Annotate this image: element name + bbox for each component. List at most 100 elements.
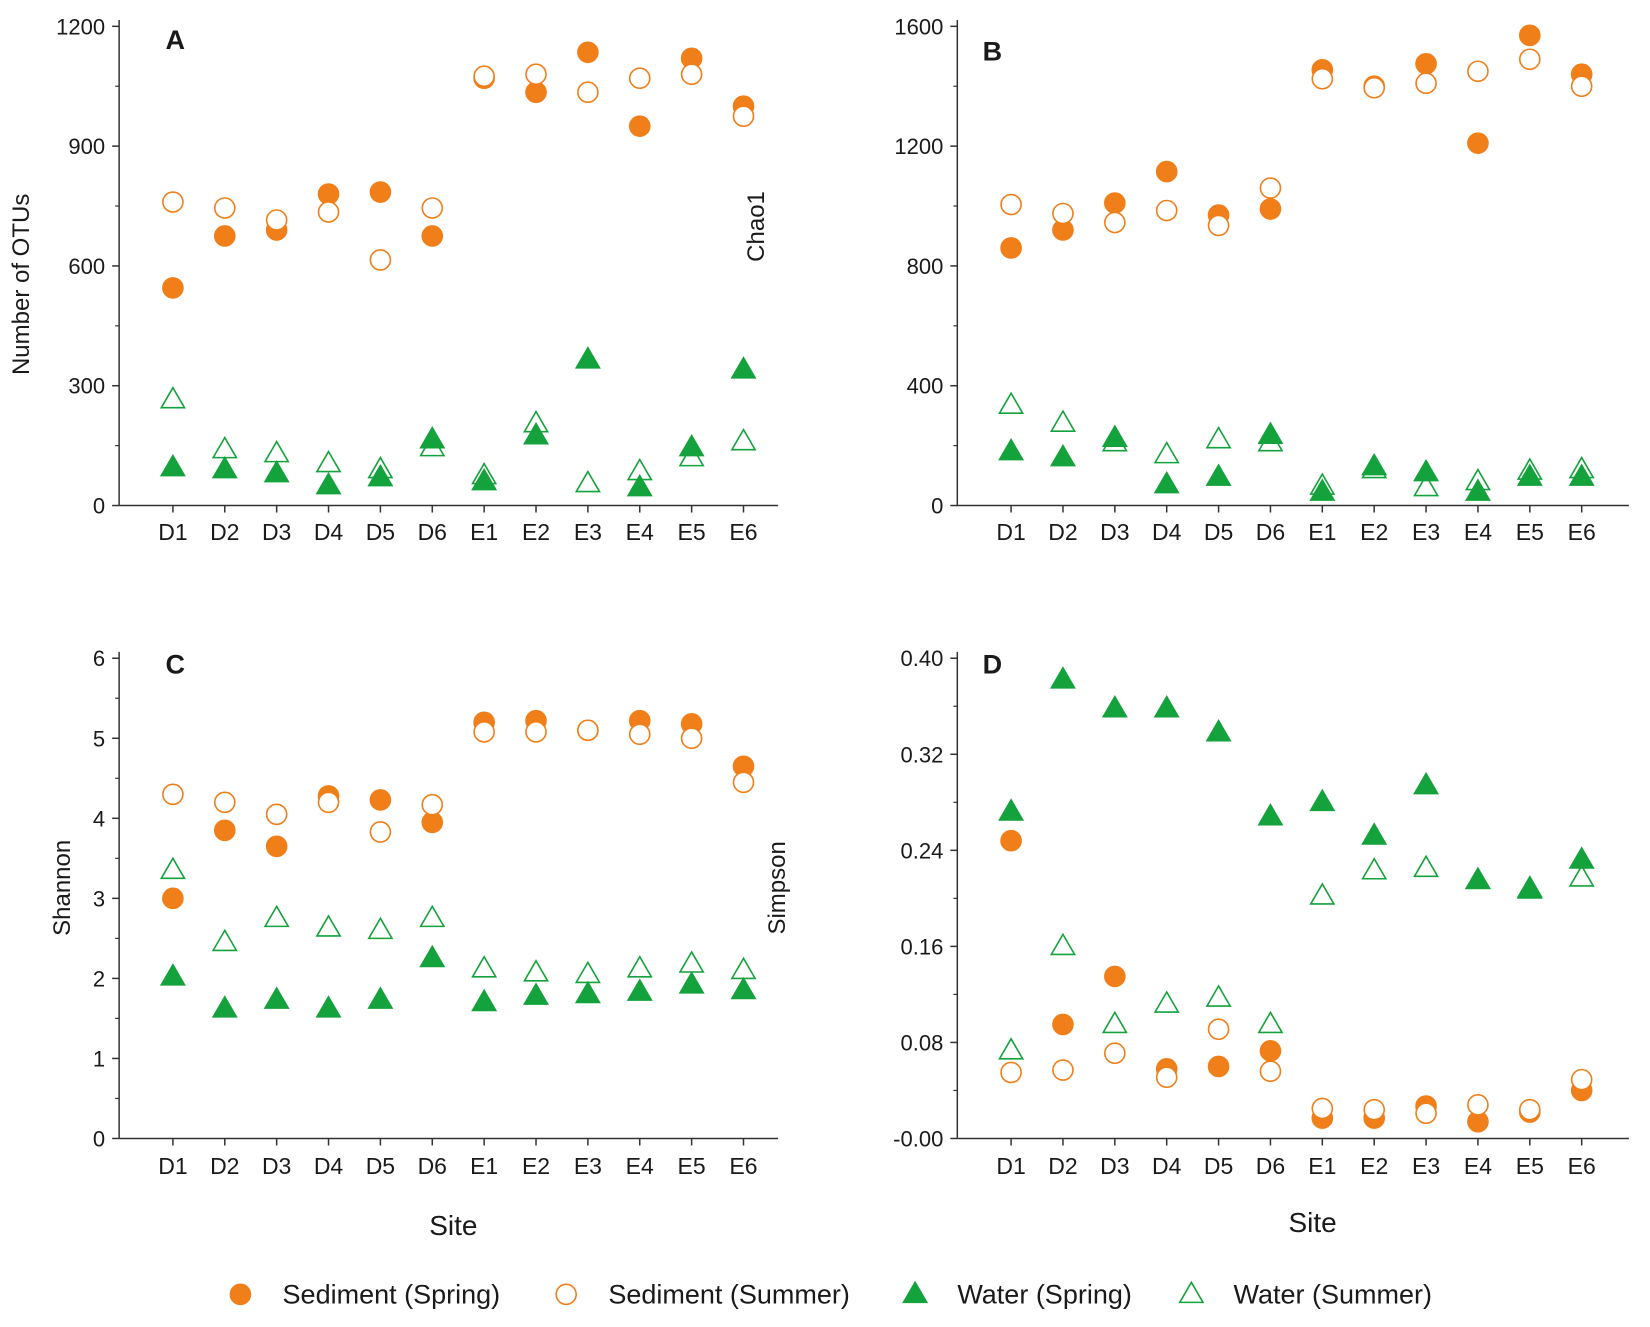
x-tick-label: D3: [1100, 1153, 1129, 1179]
data-point: [1000, 829, 1022, 852]
data-point: [162, 887, 184, 910]
x-tick-label: E6: [1568, 519, 1596, 545]
data-point: [1467, 132, 1489, 154]
x-tick-label: E4: [1464, 1153, 1492, 1179]
data-point: [1415, 52, 1437, 75]
data-point: [315, 471, 342, 495]
series-sediment-summer: [1000, 1018, 1593, 1125]
data-point: [1413, 473, 1440, 497]
x-tick-label: D2: [1048, 1153, 1077, 1179]
data-point: [628, 67, 651, 90]
data-point: [523, 422, 549, 445]
data-point: [574, 469, 601, 493]
y-tick-label: 0.16: [900, 934, 943, 959]
data-point: [317, 201, 340, 223]
data-point: [265, 803, 288, 826]
series-sediment-spring: [1000, 24, 1593, 259]
panel-annotation: Chao1: [743, 191, 770, 262]
y-tick-label: 1200: [894, 134, 943, 159]
series-water-summer: [998, 391, 1595, 497]
x-tick-label: E3: [574, 519, 602, 545]
panel-letter: A: [166, 25, 186, 55]
x-tick-label: D6: [418, 519, 447, 545]
y-axis-title: Shannon: [49, 840, 76, 936]
x-tick-label: E2: [522, 1153, 550, 1179]
x-tick-label: E4: [1464, 519, 1492, 545]
y-tick-label: 1: [93, 1046, 105, 1071]
y-tick-label: 0: [931, 494, 943, 519]
x-tick-label: E3: [1412, 1153, 1440, 1179]
panel-annotation: Simpson: [764, 841, 791, 934]
x-tick-label: E6: [729, 519, 757, 545]
data-point: [471, 988, 498, 1012]
data-point: [1052, 1013, 1074, 1036]
y-tick-label: -0.00: [893, 1126, 943, 1151]
data-point: [730, 428, 757, 451]
data-point: [1049, 409, 1076, 432]
data-point: [1413, 458, 1440, 482]
legend-label: Sediment (Summer): [608, 1279, 850, 1309]
data-point: [626, 473, 653, 497]
data-point: [523, 982, 549, 1005]
data-point: [730, 956, 757, 980]
data-point: [419, 944, 446, 968]
data-point: [1309, 472, 1336, 495]
data-point: [1361, 857, 1388, 880]
series-sediment-spring: [162, 709, 755, 910]
x-tick-label: E1: [470, 1153, 498, 1179]
series-water-spring: [998, 666, 1595, 898]
legend-label: Water (Spring): [957, 1279, 1132, 1309]
y-tick-label: 3: [93, 886, 105, 911]
data-point: [421, 793, 444, 816]
x-axis-title: Site: [1288, 1207, 1336, 1238]
x-tick-label: D2: [1048, 519, 1077, 545]
data-point: [369, 821, 392, 843]
data-point: [471, 467, 498, 491]
x-tick-label: D1: [996, 1153, 1025, 1179]
y-tick-label: 1200: [56, 14, 105, 39]
data-point: [1049, 443, 1076, 467]
data-point: [1415, 72, 1437, 95]
data-point: [369, 181, 392, 203]
data-point: [263, 459, 290, 483]
data-point: [680, 727, 703, 750]
data-point: [1568, 846, 1595, 869]
data-point: [1518, 24, 1541, 47]
data-point: [626, 955, 653, 978]
y-tick-label: 400: [907, 374, 944, 399]
data-point: [1052, 202, 1074, 225]
data-point: [1516, 457, 1543, 480]
legend-item: Sediment (Spring): [229, 1279, 501, 1309]
x-tick-label: E3: [1412, 519, 1440, 545]
x-tick-label: E3: [574, 1153, 602, 1179]
x-tick-label: E5: [678, 519, 706, 545]
data-point: [1516, 463, 1543, 486]
data-point: [577, 719, 599, 742]
data-point: [367, 463, 394, 487]
data-point: [162, 191, 184, 213]
data-point: [1363, 1098, 1386, 1121]
x-tick-label: D5: [366, 519, 395, 545]
data-point: [628, 723, 651, 746]
data-point: [1205, 719, 1232, 742]
legend-item: Sediment (Summer): [555, 1279, 850, 1309]
data-point: [1363, 76, 1386, 99]
data-point: [263, 439, 290, 463]
x-tick-label: E6: [1568, 1153, 1596, 1179]
y-tick-label: 900: [68, 134, 105, 159]
data-point: [1205, 426, 1232, 449]
panel-letter: B: [983, 37, 1003, 67]
data-point: [1101, 429, 1128, 452]
y-tick-label: 1600: [894, 14, 943, 39]
data-point: [1518, 48, 1541, 71]
x-tick-label: D1: [158, 1153, 187, 1179]
data-point: [1415, 1102, 1437, 1125]
y-tick-label: 0: [93, 1126, 105, 1151]
data-point: [680, 63, 703, 86]
data-point: [523, 410, 549, 433]
data-point: [213, 819, 236, 842]
data-point: [213, 225, 236, 247]
legend-label: Sediment (Spring): [283, 1279, 501, 1309]
series-sediment-summer: [1000, 48, 1593, 237]
data-point: [1205, 984, 1232, 1007]
